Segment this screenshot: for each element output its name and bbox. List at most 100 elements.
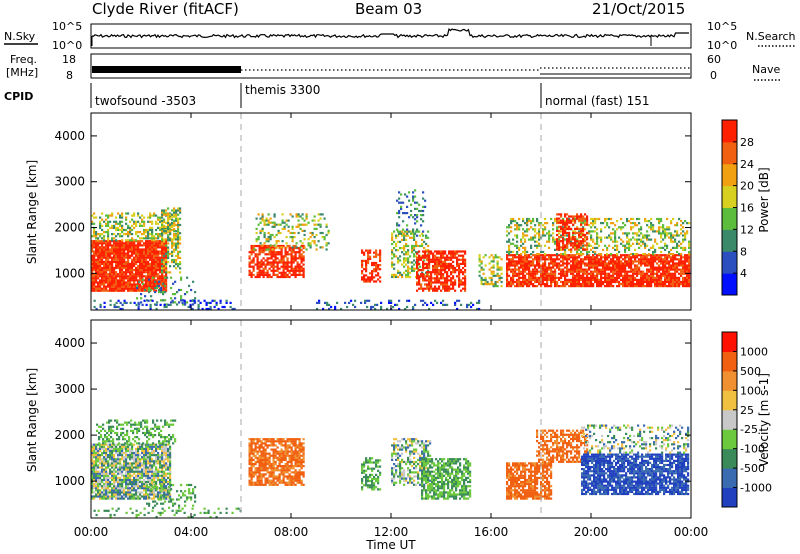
echo-cell	[280, 255, 283, 258]
echo-cell	[680, 246, 683, 249]
echo-cell	[590, 285, 593, 288]
echo-cell	[135, 248, 138, 251]
echo-cell	[556, 229, 559, 232]
echo-cell	[640, 280, 643, 284]
echo-cell	[363, 251, 366, 254]
echo-cell	[566, 278, 569, 281]
echo-cell	[628, 238, 631, 241]
echo-cell	[273, 213, 276, 216]
echo-cell	[558, 272, 561, 275]
echo-cell	[145, 244, 148, 247]
echo-cell	[119, 216, 122, 219]
echo-cell	[269, 236, 272, 239]
echo-cell	[405, 257, 408, 260]
echo-cell	[186, 276, 189, 279]
echo-cell	[121, 244, 124, 247]
echo-cell	[678, 283, 681, 286]
echo-cell	[576, 242, 579, 245]
echo-cell	[423, 259, 426, 262]
echo-cell	[462, 266, 465, 270]
echo-cell	[165, 244, 168, 247]
echo-cell	[478, 254, 481, 257]
echo-cell	[640, 276, 643, 279]
echo-cell	[638, 278, 641, 281]
echo-cell	[416, 289, 419, 292]
echo-cell	[97, 254, 100, 257]
echo-cell	[592, 238, 595, 241]
echo-cell	[688, 253, 691, 256]
echo-cell	[594, 262, 597, 265]
echo-cell	[399, 259, 402, 262]
echo-cell	[622, 266, 625, 269]
echo-cell	[135, 231, 138, 234]
colorbar-swatch	[722, 120, 737, 143]
echo-cell	[292, 257, 295, 260]
echo-cell	[456, 307, 459, 311]
colorbar-swatch	[722, 273, 737, 296]
echo-cell	[538, 276, 541, 279]
echo-cell	[155, 264, 158, 268]
echo-cell	[672, 274, 675, 277]
echo-cell	[119, 224, 122, 227]
echo-cell	[391, 257, 394, 260]
echo-cell	[610, 266, 613, 269]
echo-cell	[296, 251, 299, 254]
echo-cell	[129, 239, 132, 242]
echo-cell	[424, 301, 427, 304]
echo-cell	[109, 277, 112, 280]
echo-cell	[174, 297, 177, 300]
echo-cell	[302, 275, 305, 279]
echo-cell	[91, 285, 94, 288]
echo-cell	[514, 285, 517, 288]
echo-cell	[261, 213, 264, 216]
echo-cell	[145, 240, 148, 243]
echo-cell	[259, 242, 262, 245]
echo-cell	[143, 299, 146, 302]
echo-cell	[616, 256, 619, 259]
echo-cell	[371, 276, 374, 279]
echo-cell	[580, 242, 583, 245]
echo-cell	[262, 261, 265, 264]
echo-cell	[95, 258, 98, 261]
echo-cell	[248, 263, 251, 266]
echo-cell	[536, 260, 539, 263]
echo-cell	[165, 232, 168, 235]
echo-cell	[512, 260, 515, 263]
echo-cell	[548, 276, 551, 279]
echo-cell	[175, 258, 178, 262]
echo-cell	[274, 273, 277, 276]
echo-cell	[516, 283, 519, 286]
echo-cell	[576, 226, 579, 229]
echo-cell	[552, 222, 555, 225]
echo-cell	[93, 246, 96, 249]
echo-cell	[550, 272, 553, 275]
echo-cell	[586, 242, 589, 245]
echo-cell	[556, 283, 559, 286]
echo-cell	[562, 272, 565, 275]
echo-cell	[325, 225, 328, 228]
echo-cell	[278, 267, 281, 270]
echo-cell	[566, 256, 569, 259]
echo-cell	[614, 240, 617, 243]
echo-cell	[256, 267, 259, 270]
echo-cell	[436, 301, 439, 304]
echo-cell	[584, 258, 587, 261]
echo-cell	[496, 280, 499, 284]
echo-cell	[646, 276, 649, 279]
echo-cell	[674, 283, 677, 286]
echo-cell	[360, 301, 363, 304]
echo-cell	[398, 307, 401, 311]
echo-cell	[119, 264, 122, 268]
echo-cell	[546, 222, 549, 225]
echo-cell	[566, 223, 569, 226]
echo-cell	[548, 240, 551, 243]
echo-cell	[684, 260, 687, 263]
echo-cell	[182, 299, 185, 302]
echo-cell	[121, 224, 124, 227]
echo-cell	[133, 275, 136, 278]
echo-cell	[432, 289, 435, 292]
echo-cell	[582, 276, 585, 279]
echo-cell	[526, 224, 529, 227]
echo-cell	[600, 230, 603, 233]
echo-cell	[397, 271, 400, 274]
